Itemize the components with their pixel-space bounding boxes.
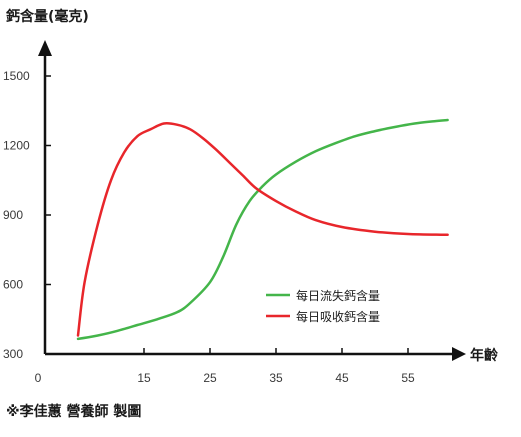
y-tick-label: 600 [3,278,23,292]
legend-label: 每日流失鈣含量 [296,288,380,303]
x-axis-title: 年齡 [470,347,498,364]
x-ticks: 0 15 25 35 45 55 [35,348,415,385]
y-tick-label: 900 [3,208,23,222]
x-tick-label: 15 [137,371,151,385]
y-tick-label: 1200 [3,139,30,153]
x-tick-label: 35 [269,371,283,385]
y-axis-arrow-icon [38,40,52,56]
credit-caption: ※李佳蕙 營養師 製圖 [6,403,141,420]
x-tick-label: 25 [203,371,217,385]
x-tick-label: 0 [35,371,42,385]
y-ticks: 300 600 900 1200 1500 [3,69,51,361]
lost-calcium-line [76,118,449,341]
y-axis-title: 鈣含量(毫克) [6,8,89,25]
legend-label: 每日吸收鈣含量 [296,309,380,324]
x-axis-arrow-icon [452,347,466,361]
axes [38,40,466,361]
x-tick-label: 45 [335,371,349,385]
absorbed-calcium-line [76,121,449,337]
series-lines [76,118,449,341]
y-tick-label: 300 [3,347,23,361]
x-tick-label: 55 [401,371,415,385]
y-tick-label: 1500 [3,69,30,83]
